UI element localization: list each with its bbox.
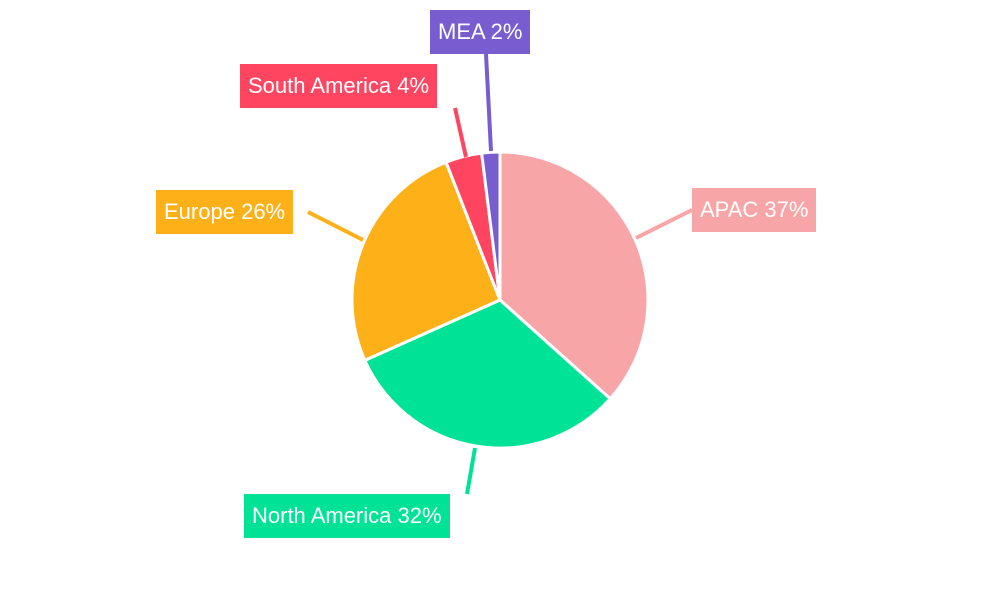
data-label-name: Europe — [164, 199, 235, 224]
data-label-apac: APAC 37% — [692, 188, 817, 232]
data-label-percent: 32% — [397, 503, 442, 528]
leader-line-south-america — [453, 107, 468, 158]
data-label-europe: Europe 26% — [156, 190, 294, 234]
pie-slice-europe[interactable] — [350, 160, 502, 362]
data-label-percent: 4% — [397, 73, 429, 98]
data-label-name: APAC — [700, 197, 759, 222]
leader-line-mea — [484, 53, 493, 152]
data-label-name: South America — [248, 73, 392, 98]
pie-slice-north-america[interactable] — [363, 298, 612, 450]
data-label-south-america: South America 4% — [240, 64, 437, 108]
leader-line-europe — [307, 210, 364, 242]
data-label-percent: 26% — [241, 199, 286, 224]
pie-slice-apac[interactable] — [498, 150, 650, 401]
pie-slice-mea[interactable] — [480, 150, 502, 302]
leader-line-north-america — [465, 447, 477, 495]
data-label-percent: 37% — [764, 197, 809, 222]
leader-line-apac — [635, 208, 693, 240]
data-label-name: North America — [252, 503, 392, 528]
leader-lines — [307, 53, 693, 495]
data-label-name: MEA — [438, 19, 485, 44]
pie-slices — [350, 150, 650, 450]
data-label-north-america: North America 32% — [244, 494, 450, 538]
data-label-percent: 2% — [490, 19, 523, 44]
data-label-mea: MEA 2% — [430, 10, 531, 54]
